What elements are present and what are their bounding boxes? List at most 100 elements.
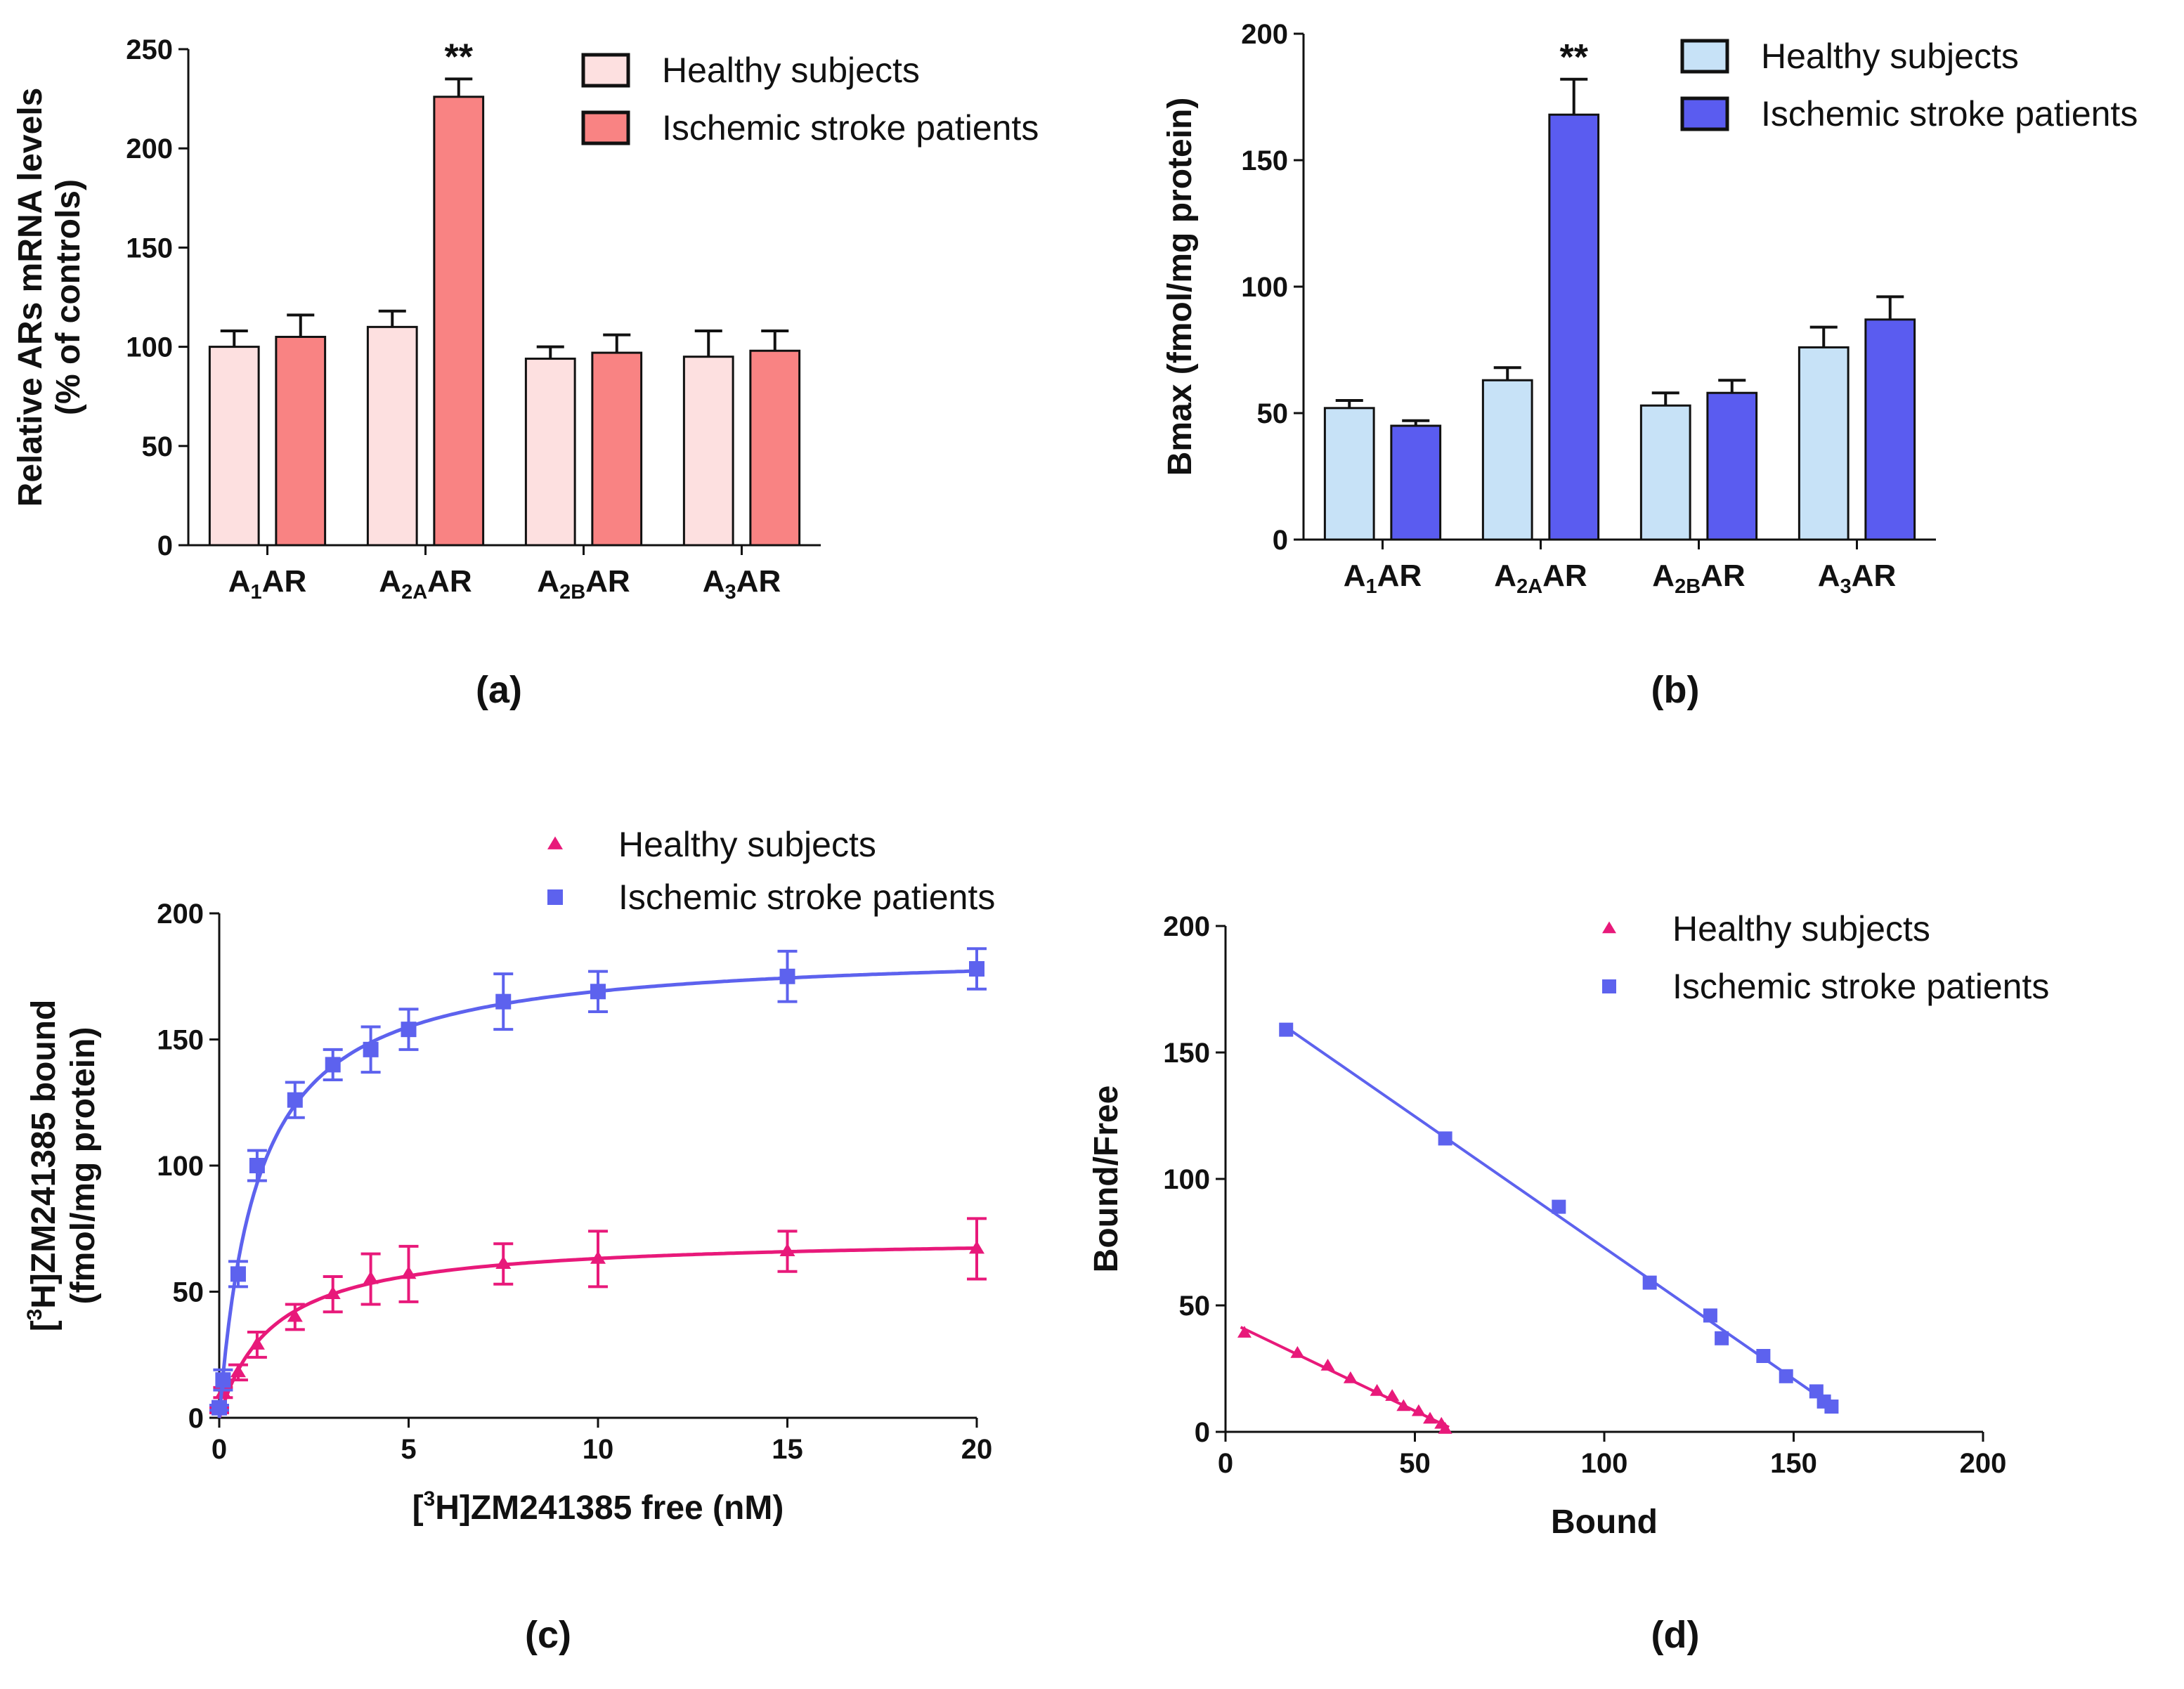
d-point: [1756, 1349, 1771, 1363]
b-y-tick-label: 0: [1273, 525, 1288, 556]
a-bar: [749, 349, 801, 547]
c-point: [230, 1266, 246, 1282]
c-point: [590, 1251, 606, 1264]
c-legend-label: Ischemic stroke patients: [618, 878, 995, 917]
c-y-axis-title: (fmol/mg protein): [65, 1027, 102, 1305]
c-point: [212, 1400, 227, 1416]
b-legend-label: Healthy subjects: [1761, 37, 2019, 76]
c-x-tick-label: 10: [583, 1434, 614, 1465]
d-point: [1715, 1331, 1729, 1345]
c-point: [249, 1158, 265, 1173]
c-x-tick-label: 20: [961, 1434, 993, 1465]
c-y-tick-label: 200: [157, 899, 204, 930]
b-legend-swatch: [1680, 96, 1729, 131]
a-bar: [208, 346, 260, 547]
c-y-axis-title: [3H]ZM241385 bound: [23, 1000, 63, 1332]
panel-label-b: (b): [1651, 669, 1700, 711]
c-point: [779, 1243, 795, 1256]
a-category-label: A2AAR: [379, 564, 472, 604]
a-bar: [682, 356, 734, 547]
c-y-tick-label: 50: [173, 1277, 204, 1308]
c-point: [401, 1265, 417, 1279]
a-y-tick-label: 250: [126, 34, 173, 65]
c-x-axis-title: [3H]ZM241385 free (nM): [412, 1487, 784, 1527]
c-fit-curve: [217, 969, 977, 1419]
a-bar: [366, 325, 418, 547]
d-point: [1423, 1411, 1438, 1424]
b-bar: [1706, 391, 1758, 541]
c-point: [495, 993, 512, 1010]
b-bar: [1548, 113, 1600, 541]
b-category-label: A1AR: [1344, 559, 1422, 598]
d-legend-point: [1602, 921, 1616, 934]
c-point: [230, 1364, 246, 1378]
b-category-label: A2AAR: [1494, 559, 1587, 598]
panel-label-c: (c): [525, 1614, 571, 1656]
d-y-tick-label: 50: [1179, 1291, 1211, 1322]
b-y-tick-label: 150: [1241, 145, 1288, 176]
c-point: [495, 1256, 512, 1269]
a-legend-swatch: [581, 110, 630, 145]
b-legend-label: Ischemic stroke patients: [1761, 94, 2138, 133]
a-category-label: A2BAR: [537, 564, 630, 604]
c-point: [363, 1041, 379, 1057]
d-x-tick-label: 0: [1218, 1448, 1233, 1479]
b-bar: [1390, 424, 1442, 541]
c-point: [779, 968, 795, 984]
d-point: [1279, 1022, 1294, 1037]
d-point: [1396, 1399, 1411, 1411]
d-fit-line: [1285, 1026, 1833, 1407]
b-bar: [1639, 404, 1691, 541]
b-bar: [1481, 379, 1533, 541]
a-category-label: A1AR: [228, 564, 306, 604]
a-bar: [591, 351, 643, 547]
b-y-tick-label: 200: [1241, 19, 1288, 50]
d-legend-label: Ischemic stroke patients: [1672, 967, 2049, 1006]
d-point: [1320, 1358, 1335, 1371]
c-y-tick-label: 100: [157, 1151, 204, 1182]
c-x-tick-label: 15: [772, 1434, 803, 1465]
a-y-tick-label: 50: [142, 431, 174, 462]
d-y-tick-label: 150: [1163, 1038, 1210, 1069]
a-bar: [433, 96, 485, 547]
a-y-tick-label: 100: [126, 332, 173, 363]
d-legend-point: [1602, 979, 1616, 993]
c-point: [249, 1336, 265, 1350]
c-point: [969, 1240, 984, 1254]
d-point: [1411, 1404, 1426, 1416]
c-y-tick-label: 0: [188, 1403, 204, 1434]
d-x-tick-label: 200: [1960, 1448, 2007, 1479]
b-bar: [1864, 318, 1916, 541]
c-point: [401, 1022, 417, 1038]
d-point: [1552, 1199, 1566, 1214]
d-point: [1824, 1400, 1839, 1414]
d-y-tick-label: 100: [1163, 1164, 1210, 1195]
a-bar: [275, 335, 327, 547]
c-point: [215, 1372, 231, 1388]
a-legend-label: Healthy subjects: [662, 51, 920, 90]
panel-label-a: (a): [476, 669, 522, 711]
a-y-tick-label: 150: [126, 233, 173, 263]
a-bar: [524, 358, 576, 547]
d-point: [1370, 1383, 1384, 1396]
panel-b-bar-chart: 0 50 100 150 200 A1AR A2AAR A2BAR A3AR ** Bmax (fm…: [1162, 19, 2138, 598]
c-point: [325, 1286, 341, 1300]
c-point: [590, 984, 606, 1000]
b-significance-label: **: [1560, 37, 1589, 78]
d-point: [1779, 1369, 1793, 1383]
c-legend-point: [547, 889, 563, 905]
d-y-axis-title: Bound/Free: [1088, 1085, 1125, 1273]
b-bar: [1798, 346, 1850, 541]
c-y-tick-label: 150: [157, 1025, 204, 1056]
c-point: [969, 960, 984, 977]
a-y-tick-label: 0: [157, 530, 173, 561]
c-legend-label: Healthy subjects: [618, 825, 876, 864]
a-significance-label: **: [445, 37, 474, 77]
c-point: [363, 1271, 379, 1284]
d-y-tick-label: 0: [1195, 1417, 1210, 1448]
b-y-axis-title: Bmax (fmol/mg protein): [1162, 98, 1199, 476]
c-point: [287, 1308, 303, 1322]
c-x-tick-label: 5: [401, 1434, 416, 1465]
panel-label-d: (d): [1651, 1614, 1700, 1656]
